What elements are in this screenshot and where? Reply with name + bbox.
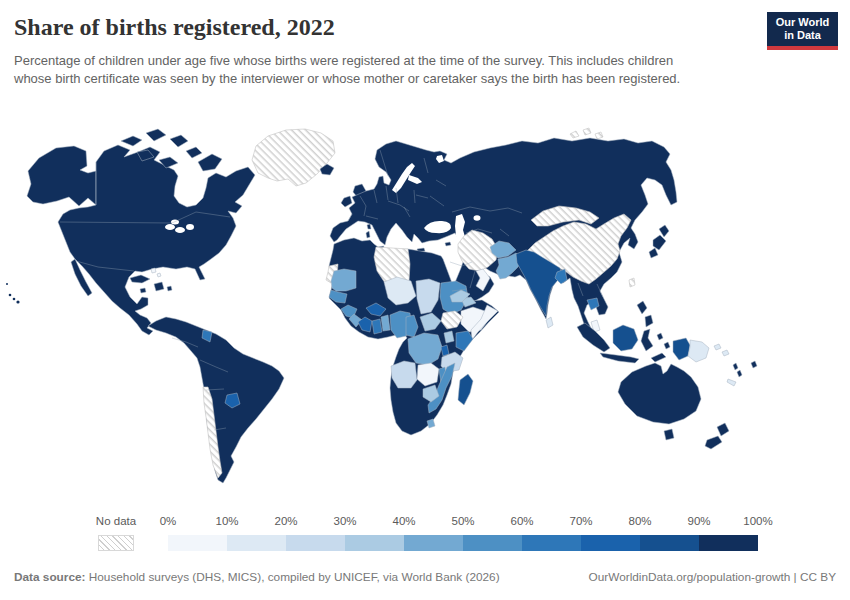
legend-bin[interactable]: [227, 535, 286, 551]
legend-bin[interactable]: [345, 535, 404, 551]
data-source-note: Data source: Household surveys (DHS, MIC…: [14, 570, 500, 584]
no-data-label: No data: [96, 515, 136, 527]
map-region-west-new-guinea[interactable]: [673, 338, 690, 360]
map-region-cuba[interactable]: [130, 275, 150, 283]
map-region-timor[interactable]: [651, 353, 666, 362]
map-region-svalbard: [570, 128, 603, 139]
legend-bin[interactable]: [581, 535, 640, 551]
legend-tick-label: 30%: [333, 515, 356, 527]
map-region-new-zealand: [705, 423, 729, 449]
map-region-ireland[interactable]: [341, 196, 352, 207]
map-region-ghana[interactable]: [372, 319, 382, 334]
map-region-borneo[interactable]: [613, 325, 638, 351]
map-region-japan: [649, 225, 669, 258]
legend-tick-label: 20%: [274, 515, 297, 527]
map-region-new-caledonia[interactable]: [727, 379, 736, 386]
owid-logo[interactable]: Our World in Data: [767, 12, 838, 50]
map-region-fiji[interactable]: [751, 361, 757, 368]
map-region-australia[interactable]: [618, 363, 701, 424]
legend-ticks: 0%10%20%30%40%50%60%70%80%90%100%: [168, 515, 758, 530]
legend-tick-label: 90%: [687, 515, 710, 527]
map-region-philippines: [637, 301, 653, 327]
map-region-alaska[interactable]: [27, 146, 96, 206]
chart-title: Share of births registered, 2022: [14, 14, 335, 41]
map-region-png[interactable]: [688, 340, 709, 362]
legend-bin[interactable]: [463, 535, 522, 551]
legend-bin[interactable]: [286, 535, 345, 551]
map-region-moluccas: [657, 333, 670, 349]
map-region-sri-lanka[interactable]: [546, 317, 553, 328]
legend-tick-label: 10%: [215, 515, 238, 527]
map-region-sulawesi[interactable]: [641, 329, 653, 351]
map-region-bahamas[interactable]: [151, 268, 161, 277]
map-region-hispaniola[interactable]: [154, 282, 164, 291]
map-region-java[interactable]: [600, 353, 639, 363]
map-region-uganda[interactable]: [444, 331, 454, 343]
legend-tick-label: 100%: [743, 515, 772, 527]
legend-tick-label: 80%: [628, 515, 651, 527]
chart-subtitle: Percentage of children under age five wh…: [14, 52, 714, 89]
legend-tick-label: 0%: [160, 515, 177, 527]
legend-tick-label: 50%: [451, 515, 474, 527]
map-region-jamaica[interactable]: [140, 288, 146, 293]
data-source-text: Household surveys (DHS, MICS), compiled …: [85, 570, 499, 584]
map-region-hawaii: [6, 283, 20, 304]
map-region-mauritania[interactable]: [331, 269, 356, 291]
no-data-swatch[interactable]: [98, 535, 134, 551]
legend-bin[interactable]: [522, 535, 581, 551]
legend-bin[interactable]: [699, 535, 758, 551]
owid-logo-line2: in Data: [784, 29, 821, 42]
map-region-tasmania[interactable]: [664, 429, 674, 440]
map-region-vanuatu: [733, 363, 742, 377]
map-region-greenland[interactable]: [252, 129, 335, 186]
legend-tick-label: 40%: [392, 515, 415, 527]
map-region-lesotho[interactable]: [427, 419, 435, 428]
map-region-solomon: [714, 344, 729, 356]
owid-logo-line1: Our World: [776, 16, 830, 29]
owid-link[interactable]: OurWorldinData.org/population-growth | C…: [589, 570, 836, 584]
world-map: [0, 125, 850, 515]
legend-bin[interactable]: [404, 535, 463, 551]
legend-tick-label: 60%: [510, 515, 533, 527]
legend-bin[interactable]: [168, 535, 227, 551]
map-region-madagascar[interactable]: [458, 374, 473, 405]
legend-bin[interactable]: [640, 535, 699, 551]
map-region-puerto-rico[interactable]: [167, 286, 172, 291]
legend-tick-label: 70%: [569, 515, 592, 527]
legend-bar: [168, 535, 758, 551]
data-source-label: Data source:: [14, 570, 85, 584]
map-region-taiwan[interactable]: [629, 278, 635, 287]
